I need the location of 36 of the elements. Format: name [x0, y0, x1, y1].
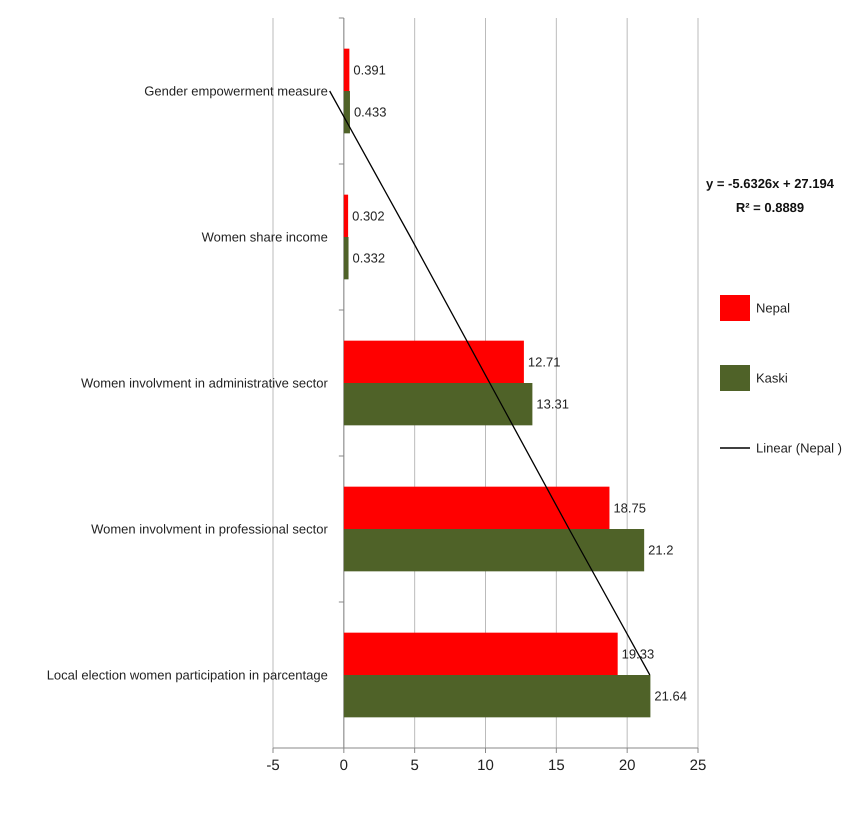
- y-tick-label: Women share income: [202, 230, 328, 245]
- bar: [344, 237, 349, 280]
- data-label: 0.332: [352, 250, 386, 266]
- text: R² = 0.8889: [736, 200, 804, 215]
- x-tick-label: 15: [548, 757, 565, 774]
- data-label: 18.75: [613, 500, 646, 516]
- bar: [344, 383, 532, 426]
- x-tick-label: -5: [266, 757, 280, 774]
- x-tick-label: 20: [618, 757, 636, 774]
- x-tick-label: 10: [477, 757, 494, 774]
- data-label: 12.71: [528, 354, 560, 370]
- bar: [344, 486, 610, 529]
- y-tick-label: Women involvment in professional sector: [91, 522, 328, 537]
- bar: [344, 675, 650, 718]
- bar: [344, 194, 348, 237]
- x-tick-label: 0: [340, 757, 348, 774]
- data-label: 0.433: [354, 104, 387, 120]
- bar: [344, 91, 350, 134]
- bar: [344, 632, 618, 675]
- bar: [344, 48, 350, 91]
- x-tick-label: 25: [690, 757, 706, 774]
- data-label: 21.2: [648, 542, 674, 558]
- legend-label: Linear (Nepal ): [756, 440, 842, 456]
- bar: [344, 529, 644, 572]
- legend-label: Nepal: [756, 300, 790, 316]
- data-label: 0.391: [353, 62, 386, 78]
- text: y = -5.6326x + 27.194: [706, 176, 835, 191]
- y-tick-label: Women involvment in administrative sector: [80, 376, 328, 391]
- legend-label: Kaski: [756, 370, 788, 386]
- bar: [344, 340, 524, 383]
- data-label: 0.302: [352, 208, 385, 224]
- x-tick-label: 5: [410, 757, 419, 774]
- y-tick-label: Gender empowerment measure: [144, 84, 328, 99]
- data-label: 13.31: [536, 396, 569, 412]
- y-tick-label: Local election women participation in parcentage: [46, 668, 328, 683]
- data-label: 21.64: [654, 688, 687, 704]
